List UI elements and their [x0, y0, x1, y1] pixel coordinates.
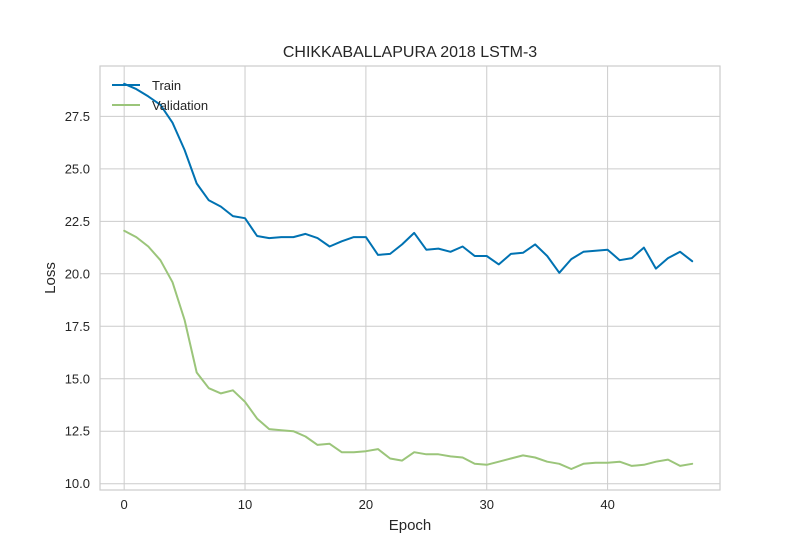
- plot-area: [100, 66, 720, 490]
- series-line-validation: [123, 229, 694, 470]
- y-tick-label: 17.5: [65, 319, 90, 334]
- y-tick-labels: 10.0 12.5 15.0 17.5 20.0 22.5 25.0 27.5: [65, 109, 90, 491]
- chart-title: CHIKKABALLAPURA 2018 LSTM-3: [283, 44, 537, 61]
- y-axis-label: Loss: [42, 262, 59, 294]
- x-tick-label: 0: [121, 497, 128, 512]
- x-axis-label: Epoch: [389, 517, 432, 534]
- y-tick-label: 20.0: [65, 266, 90, 281]
- y-tick-label: 22.5: [65, 214, 90, 229]
- series-lines: [123, 82, 694, 470]
- legend-train-label: Train: [152, 78, 181, 93]
- x-tick-label: 30: [480, 497, 494, 512]
- y-tick-label: 25.0: [65, 161, 90, 176]
- legend: Train Validation: [112, 78, 208, 113]
- y-tick-label: 27.5: [65, 109, 90, 124]
- y-tick-label: 10.0: [65, 476, 90, 491]
- x-tick-labels: 0 10 20 30 40: [121, 497, 615, 512]
- grid-lines: [100, 66, 720, 490]
- x-tick-label: 10: [238, 497, 252, 512]
- plot-frame: [99, 65, 721, 491]
- x-tick-label: 20: [359, 497, 373, 512]
- legend-validation-label: Validation: [152, 98, 208, 113]
- series-line-train: [123, 82, 694, 274]
- y-tick-label: 12.5: [65, 424, 90, 439]
- y-tick-label: 15.0: [65, 371, 90, 386]
- x-tick-label: 40: [600, 497, 614, 512]
